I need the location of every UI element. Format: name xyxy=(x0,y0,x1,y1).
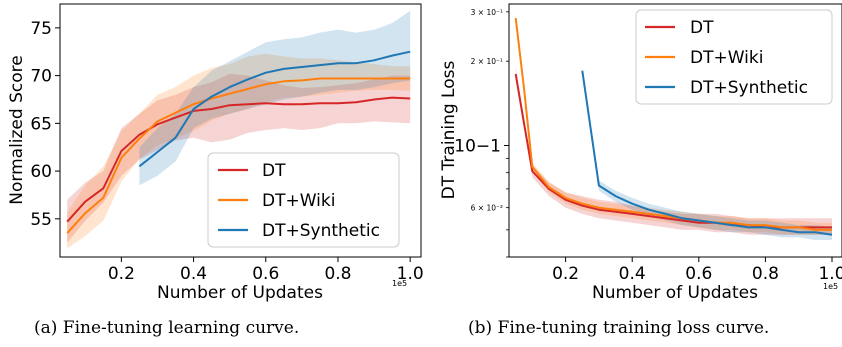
band-dt-synthetic xyxy=(139,10,411,186)
y-tick-label: 65 xyxy=(30,114,52,134)
x-tick-label: 1.0 xyxy=(397,264,424,284)
y-tick-label: 10−1 xyxy=(454,137,501,157)
y-minor-tick-label: 2 × 10⁻¹ xyxy=(471,57,503,66)
x-axis-label: Number of Updates xyxy=(157,283,323,303)
y-minor-tick-label: 6 × 10⁻² xyxy=(471,204,503,213)
line-dt-synthetic xyxy=(581,70,833,236)
x-axis-ticks: 0.2 0.4 0.6 0.8 1.0 xyxy=(552,257,842,284)
band-dt xyxy=(67,73,411,243)
x-tick-label: 0.4 xyxy=(619,264,646,284)
line-dt-wiki xyxy=(66,77,411,234)
legend-label-dt-synthetic: DT+Synthetic xyxy=(690,78,808,98)
x-axis-ticks: 0.2 0.4 0.6 0.8 1.0 xyxy=(108,257,424,284)
x-tick-label: 0.2 xyxy=(552,264,579,284)
band-dt-wiki xyxy=(67,53,411,249)
line-dt-wiki xyxy=(514,17,832,231)
plot-frame xyxy=(59,3,422,258)
x-offset-text: 1e5 xyxy=(823,282,838,291)
training-loss-panel: 0.2 0.4 0.6 0.8 1.0 10−1 6 × 10⁻² 2 × 10⁻¹ 3 × … xyxy=(439,3,842,303)
y-tick-label: 60 xyxy=(30,162,52,182)
x-tick-label: 0.6 xyxy=(252,264,279,284)
caption-b: (b) Fine-tuning training loss curve. xyxy=(468,318,770,338)
line-dt-synthetic xyxy=(138,50,411,168)
y-axis-label: DT Training Loss xyxy=(439,61,459,200)
series-lines xyxy=(66,50,411,234)
legend-box xyxy=(635,9,833,105)
x-offset-text: 1e5 xyxy=(392,279,407,288)
y-axis-ticks: 10−1 6 × 10⁻² 2 × 10⁻¹ 3 × 10⁻¹ xyxy=(454,8,509,258)
legend-label-dt: DT xyxy=(690,18,714,38)
x-tick-label: 0.6 xyxy=(685,264,712,284)
line-dt xyxy=(66,96,411,223)
x-axis-label: Number of Updates xyxy=(592,283,758,303)
legend-label-dt-synthetic: DT+Synthetic xyxy=(262,221,380,241)
legend-label-dt-wiki: DT+Wiki xyxy=(690,48,763,68)
y-axis-label: Normalized Score xyxy=(7,55,27,204)
x-tick-label: 1.0 xyxy=(818,264,842,284)
legend: DT DT+Wiki DT+Synthetic xyxy=(207,152,400,248)
y-tick-label: 55 xyxy=(30,210,52,230)
y-minor-tick-label: 3 × 10⁻¹ xyxy=(471,8,503,17)
legend-box xyxy=(207,152,400,248)
legend: DT DT+Wiki DT+Synthetic xyxy=(635,9,833,105)
x-tick-label: 0.4 xyxy=(180,264,207,284)
confidence-bands xyxy=(67,10,411,249)
x-tick-label: 0.8 xyxy=(324,264,351,284)
y-tick-label: 70 xyxy=(30,67,52,87)
x-tick-label: 0.2 xyxy=(108,264,135,284)
caption-a: (a) Fine-tuning learning curve. xyxy=(34,318,300,338)
legend-label-dt: DT xyxy=(262,161,286,181)
series-lines xyxy=(514,17,833,236)
y-axis-ticks: 55 60 65 70 75 xyxy=(30,19,60,230)
plot-frame xyxy=(508,3,842,258)
learning-curve-panel: 0.2 0.4 0.6 0.8 1.0 55 60 65 70 75 Number of Upd… xyxy=(7,3,424,303)
y-tick-label: 75 xyxy=(30,19,52,39)
x-tick-label: 0.8 xyxy=(752,264,779,284)
legend-label-dt-wiki: DT+Wiki xyxy=(262,191,335,211)
